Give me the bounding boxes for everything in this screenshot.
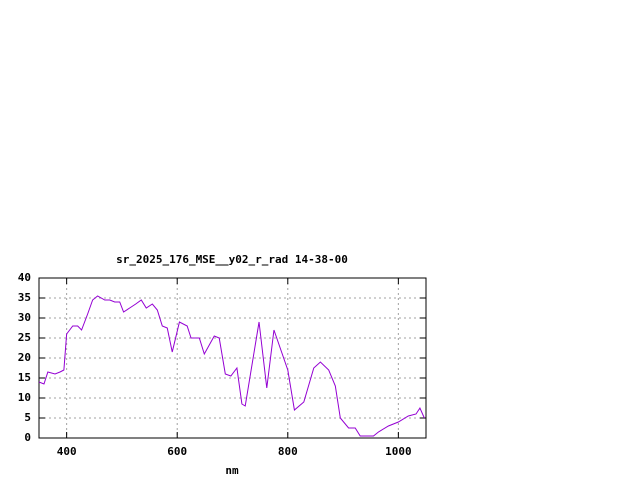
x-tick-label: 400 (57, 445, 77, 458)
x-tick-label: 600 (167, 445, 187, 458)
y-tick-label: 25 (18, 331, 31, 344)
y-tick-label: 0 (24, 431, 31, 444)
x-tick-label: 800 (278, 445, 298, 458)
data-line (38, 295, 425, 437)
plot-frame (38, 277, 427, 439)
chart-title: sr_2025_176_MSE__y02_r_rad 14-38-00 (116, 253, 348, 266)
y-tick-label: 20 (18, 351, 31, 364)
y-tick-label: 35 (18, 291, 31, 304)
y-tick-label: 40 (18, 271, 31, 284)
y-tick-label: 5 (24, 411, 31, 424)
x-axis-label: nm (225, 464, 239, 477)
y-tick-label: 15 (18, 371, 31, 384)
x-tick-label: 1000 (385, 445, 412, 458)
y-tick-label: 10 (18, 391, 31, 404)
y-tick-label: 30 (18, 311, 31, 324)
